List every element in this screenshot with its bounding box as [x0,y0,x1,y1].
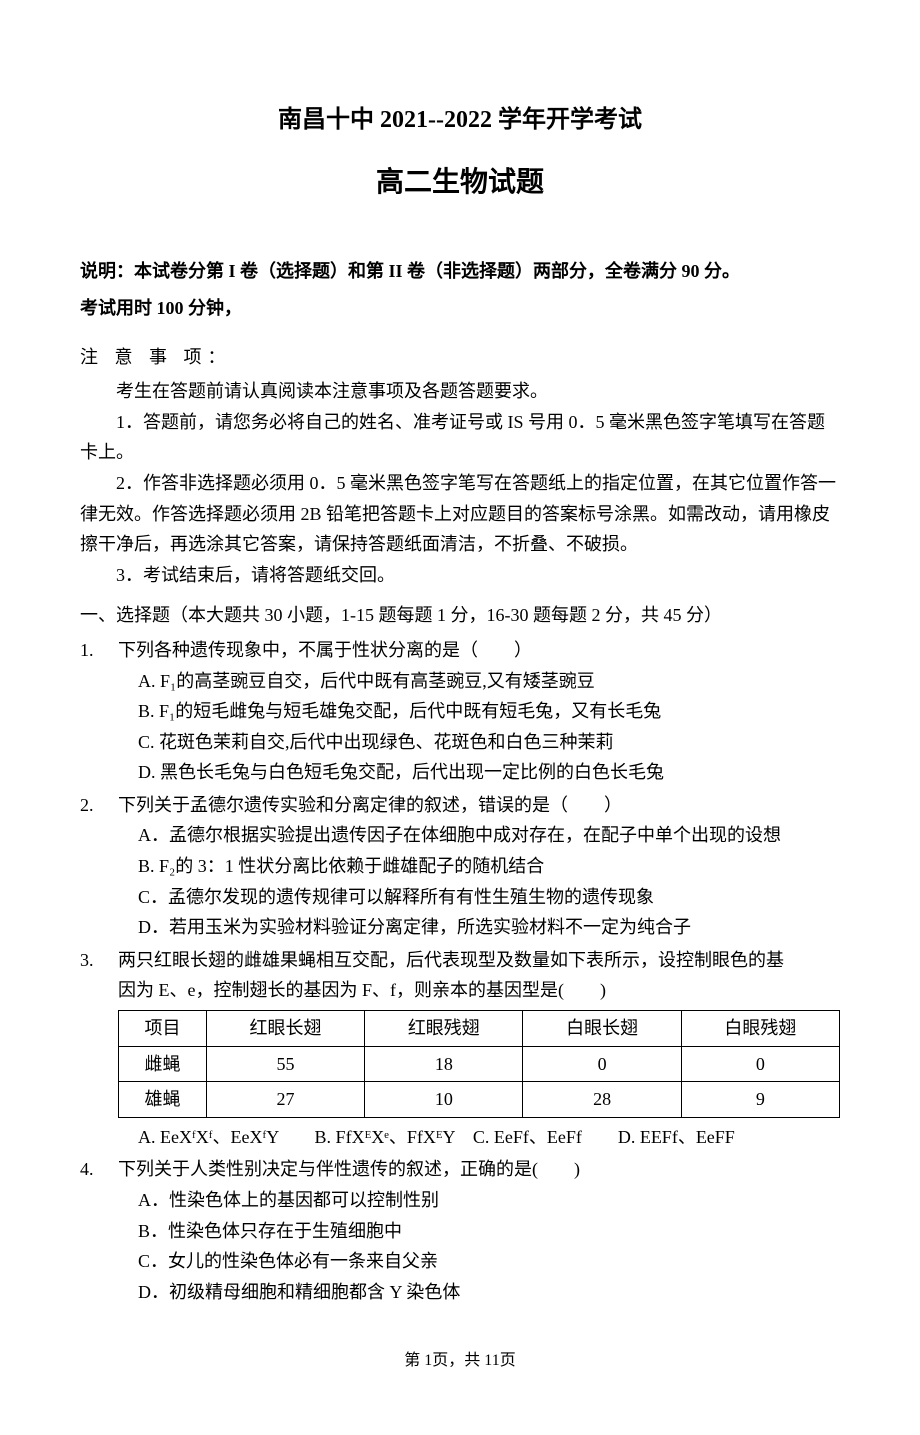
question-3: 3. 两只红眼长翅的雌雄果蝇相互交配，后代表现型及数量如下表所示，设控制眼色的基… [80,945,840,1153]
q1-option-a: A. F₁的高茎豌豆自交，后代中既有高茎豌豆,又有矮茎豌豆 [118,666,840,697]
q2-option-d: D．若用玉米为实验材料验证分离定律，所选实验材料不一定为纯合子 [118,912,840,943]
th-2: 红眼残翅 [365,1011,523,1047]
r0c0: 雌蝇 [119,1046,207,1082]
q1-stem: 下列各种遗传现象中，不属于性状分离的是（ ） [118,635,840,666]
question-4: 4. 下列关于人类性别决定与伴性遗传的叙述，正确的是( ) A．性染色体上的基因… [80,1154,840,1307]
q4-option-a: A．性染色体上的基因都可以控制性别 [118,1185,840,1216]
question-2: 2. 下列关于孟德尔遗传实验和分离定律的叙述，错误的是（ ） A．孟德尔根据实验… [80,790,840,943]
q3-data-table: 项目 红眼长翅 红眼残翅 白眼长翅 白眼残翅 雌蝇 55 18 0 0 雄蝇 2… [118,1010,840,1118]
th-1: 红眼长翅 [206,1011,364,1047]
q4-number: 4. [80,1154,118,1307]
q2-option-b: B. F₂的 3：1 性状分离比依赖于雌雄配子的随机结合 [118,851,840,882]
exam-page: 南昌十中 2021--2022 学年开学考试 高二生物试题 说明：本试卷分第 I… [0,0,920,1435]
page-footer: 第 1页，共 11页 [80,1347,840,1374]
q4-option-b: B．性染色体只存在于生殖细胞中 [118,1216,840,1247]
q2-body: 下列关于孟德尔遗传实验和分离定律的叙述，错误的是（ ） A．孟德尔根据实验提出遗… [118,790,840,943]
exam-title-line1: 南昌十中 2021--2022 学年开学考试 [80,100,840,141]
exam-title-line2: 高二生物试题 [80,159,840,207]
table-header-row: 项目 红眼长翅 红眼残翅 白眼长翅 白眼残翅 [119,1011,840,1047]
q1-number: 1. [80,635,118,788]
q1-option-d: D. 黑色长毛兔与白色短毛兔交配，后代出现一定比例的白色长毛兔 [118,757,840,788]
intro-line-1: 说明：本试卷分第 I 卷（选择题）和第 II 卷（非选择题）两部分，全卷满分 9… [80,256,840,287]
r1c2: 10 [365,1082,523,1118]
notice-item-3: 3．考试结束后，请将答题纸交回。 [80,560,840,591]
q3-stem-line1: 两只红眼长翅的雌雄果蝇相互交配，后代表现型及数量如下表所示，设控制眼色的基 [118,945,840,976]
q3-stem-line2: 因为 E、e，控制翅长的基因为 F、f，则亲本的基因型是( ) [118,975,840,1006]
q2-number: 2. [80,790,118,943]
q4-option-d: D．初级精母细胞和精细胞都含 Y 染色体 [118,1277,840,1308]
intro-line-2: 考试用时 100 分钟， [80,293,840,324]
notice-heading: 注 意 事 项： [80,342,840,373]
notice-item-2: 2．作答非选择题必须用 0．5 毫米黑色签字笔写在答题纸上的指定位置，在其它位置… [80,468,840,560]
q3-options: A. EeXᶠXᶠ、EeXᶠY B. FfXᴱXᵉ、FfXᴱY C. EeFf、… [118,1122,840,1153]
q1-option-c: C. 花斑色茉莉自交,后代中出现绿色、花斑色和白色三种茉莉 [118,727,840,758]
r0c1: 55 [206,1046,364,1082]
q1-body: 下列各种遗传现象中，不属于性状分离的是（ ） A. F₁的高茎豌豆自交，后代中既… [118,635,840,788]
q2-option-a: A．孟德尔根据实验提出遗传因子在体细胞中成对存在，在配子中单个出现的设想 [118,820,840,851]
question-1: 1. 下列各种遗传现象中，不属于性状分离的是（ ） A. F₁的高茎豌豆自交，后… [80,635,840,788]
th-4: 白眼残翅 [681,1011,839,1047]
q2-option-c: C．孟德尔发现的遗传规律可以解释所有有性生殖生物的遗传现象 [118,882,840,913]
r1c3: 28 [523,1082,681,1118]
q3-body: 两只红眼长翅的雌雄果蝇相互交配，后代表现型及数量如下表所示，设控制眼色的基 因为… [118,945,840,1153]
q1-option-b: B. F₁的短毛雌兔与短毛雄兔交配，后代中既有短毛兔，又有长毛兔 [118,696,840,727]
th-0: 项目 [119,1011,207,1047]
r0c2: 18 [365,1046,523,1082]
r0c3: 0 [523,1046,681,1082]
q2-stem: 下列关于孟德尔遗传实验和分离定律的叙述，错误的是（ ） [118,790,840,821]
r1c0: 雄蝇 [119,1082,207,1118]
table-row: 雌蝇 55 18 0 0 [119,1046,840,1082]
table-row: 雄蝇 27 10 28 9 [119,1082,840,1118]
q4-stem: 下列关于人类性别决定与伴性遗传的叙述，正确的是( ) [118,1154,840,1185]
q3-number: 3. [80,945,118,1153]
r1c1: 27 [206,1082,364,1118]
section-heading: 一、选择题（本大题共 30 小题，1-15 题每题 1 分，16-30 题每题 … [80,600,840,631]
q4-option-c: C．女儿的性染色体必有一条来自父亲 [118,1246,840,1277]
r0c4: 0 [681,1046,839,1082]
q4-body: 下列关于人类性别决定与伴性遗传的叙述，正确的是( ) A．性染色体上的基因都可以… [118,1154,840,1307]
th-3: 白眼长翅 [523,1011,681,1047]
notice-item-0: 考生在答题前请认真阅读本注意事项及各题答题要求。 [80,376,840,407]
r1c4: 9 [681,1082,839,1118]
notice-item-1: 1．答题前，请您务必将自己的姓名、准考证号或 IS 号用 0．5 毫米黑色签字笔… [80,407,840,468]
